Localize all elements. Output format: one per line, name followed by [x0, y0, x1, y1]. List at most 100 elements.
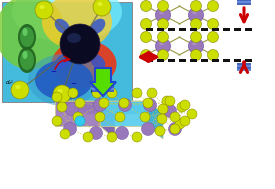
Text: $-$: $-$ [50, 67, 57, 73]
Circle shape [94, 98, 106, 112]
Ellipse shape [42, 0, 112, 50]
Ellipse shape [159, 42, 164, 45]
Circle shape [141, 50, 152, 60]
Bar [146, 59, 153, 62]
Ellipse shape [15, 85, 21, 89]
Bar [237, 3, 251, 5]
Bar [201, 28, 208, 31]
Circle shape [60, 129, 70, 139]
Circle shape [180, 116, 190, 126]
Bar [168, 28, 175, 31]
Circle shape [158, 1, 169, 12]
Circle shape [157, 114, 167, 124]
Circle shape [143, 98, 153, 108]
Circle shape [73, 112, 83, 122]
Bar [92, 85, 114, 88]
Bar [179, 28, 186, 31]
Bar [92, 83, 114, 85]
Bar [212, 59, 219, 62]
Polygon shape [55, 101, 100, 126]
Circle shape [132, 132, 142, 142]
Ellipse shape [51, 40, 117, 88]
Circle shape [191, 1, 202, 12]
Circle shape [164, 105, 177, 118]
Circle shape [191, 50, 202, 60]
Bar [201, 59, 208, 62]
Polygon shape [100, 101, 115, 139]
Circle shape [155, 39, 170, 53]
Circle shape [158, 32, 169, 43]
Text: $-$: $-$ [70, 79, 77, 85]
Circle shape [141, 1, 152, 12]
Circle shape [68, 88, 78, 98]
Circle shape [93, 0, 111, 16]
Circle shape [140, 112, 150, 122]
Bar [190, 59, 197, 62]
Circle shape [119, 98, 129, 108]
Circle shape [158, 50, 169, 60]
Bar [2, 2, 132, 102]
Bar [190, 28, 197, 31]
Circle shape [158, 104, 168, 114]
Circle shape [64, 122, 76, 136]
Circle shape [53, 85, 71, 103]
Ellipse shape [20, 27, 34, 47]
Bar [237, 1, 251, 3]
Circle shape [162, 96, 172, 106]
Bar [237, 67, 251, 69]
Ellipse shape [20, 50, 34, 70]
Circle shape [191, 32, 202, 43]
Circle shape [155, 126, 165, 136]
Bar [146, 28, 153, 31]
Circle shape [89, 126, 103, 139]
Circle shape [75, 116, 85, 126]
Ellipse shape [90, 54, 105, 69]
Polygon shape [100, 101, 163, 114]
Circle shape [52, 116, 62, 126]
Bar [245, 28, 252, 31]
Circle shape [170, 124, 180, 134]
Bar [237, 69, 251, 71]
Bar [157, 59, 164, 62]
Circle shape [115, 112, 125, 122]
Circle shape [208, 19, 219, 29]
Bar [237, 0, 251, 1]
Circle shape [144, 98, 156, 112]
Polygon shape [55, 101, 115, 114]
Bar [223, 28, 230, 31]
Circle shape [35, 1, 53, 19]
Ellipse shape [40, 5, 45, 9]
Polygon shape [100, 101, 148, 126]
Bar [157, 28, 164, 31]
Bar [223, 59, 230, 62]
Circle shape [65, 102, 78, 115]
Circle shape [57, 102, 67, 112]
Ellipse shape [192, 11, 197, 14]
Circle shape [208, 50, 219, 60]
Circle shape [177, 102, 187, 112]
Circle shape [52, 92, 62, 102]
Ellipse shape [12, 0, 122, 42]
Bar [92, 88, 114, 90]
Bar [92, 90, 114, 92]
Ellipse shape [159, 11, 164, 14]
Bar [234, 59, 241, 62]
Bar [92, 81, 114, 83]
Circle shape [83, 132, 93, 142]
Ellipse shape [67, 33, 81, 43]
Circle shape [142, 122, 155, 136]
Circle shape [165, 96, 175, 106]
Circle shape [92, 88, 102, 98]
Circle shape [60, 24, 100, 64]
Circle shape [158, 19, 169, 29]
Circle shape [208, 32, 219, 43]
Bar [168, 59, 175, 62]
Ellipse shape [55, 54, 70, 69]
Circle shape [116, 126, 128, 139]
FancyArrow shape [90, 68, 116, 96]
Bar [179, 59, 186, 62]
Ellipse shape [192, 42, 197, 45]
Circle shape [75, 98, 85, 108]
Circle shape [107, 132, 117, 142]
Ellipse shape [23, 28, 28, 36]
